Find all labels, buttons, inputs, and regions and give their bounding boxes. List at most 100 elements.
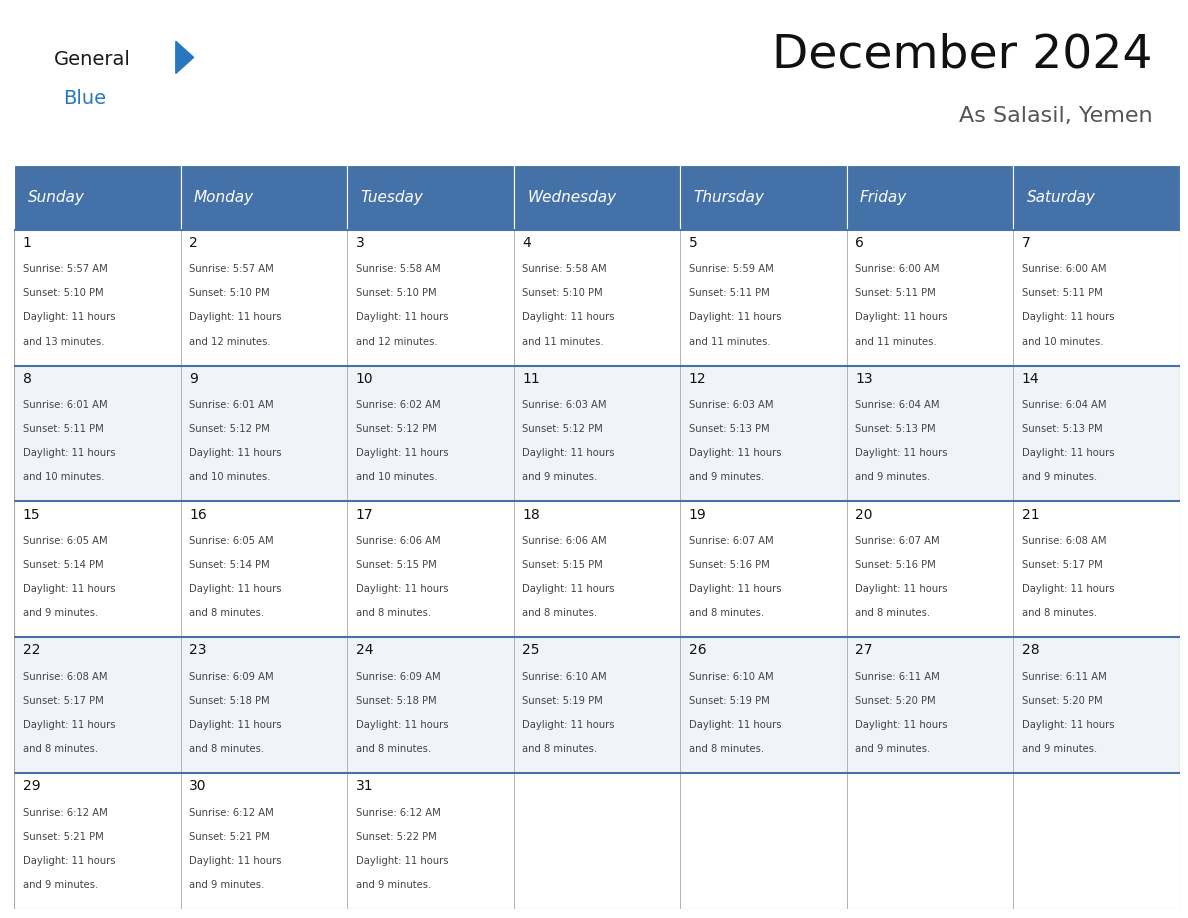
Bar <box>181 365 347 501</box>
Bar <box>14 230 181 365</box>
Bar <box>14 365 181 501</box>
Bar <box>181 637 347 773</box>
Text: Daylight: 11 hours: Daylight: 11 hours <box>522 312 614 322</box>
Text: and 10 minutes.: and 10 minutes. <box>23 473 105 482</box>
Text: 31: 31 <box>355 779 373 793</box>
Text: Sunset: 5:10 PM: Sunset: 5:10 PM <box>23 288 103 298</box>
Text: Sunrise: 5:59 AM: Sunrise: 5:59 AM <box>689 264 773 274</box>
Text: Sunset: 5:12 PM: Sunset: 5:12 PM <box>189 424 270 434</box>
Text: Daylight: 11 hours: Daylight: 11 hours <box>1022 720 1114 730</box>
Text: 2: 2 <box>189 236 198 250</box>
Text: Sunrise: 6:06 AM: Sunrise: 6:06 AM <box>355 536 441 546</box>
Bar <box>847 230 1013 365</box>
Bar <box>1013 365 1180 501</box>
Polygon shape <box>176 41 194 73</box>
Text: and 8 minutes.: and 8 minutes. <box>689 744 764 754</box>
Bar <box>847 165 1013 230</box>
Bar <box>347 637 513 773</box>
Text: Sunrise: 6:06 AM: Sunrise: 6:06 AM <box>522 536 607 546</box>
Text: and 8 minutes.: and 8 minutes. <box>355 744 431 754</box>
Text: Sunset: 5:10 PM: Sunset: 5:10 PM <box>189 288 270 298</box>
Text: 20: 20 <box>855 508 872 521</box>
Text: and 11 minutes.: and 11 minutes. <box>855 337 936 346</box>
Text: Sunset: 5:14 PM: Sunset: 5:14 PM <box>23 560 103 570</box>
Text: 21: 21 <box>1022 508 1040 521</box>
Text: Sunrise: 6:05 AM: Sunrise: 6:05 AM <box>23 536 107 546</box>
Text: Sunset: 5:13 PM: Sunset: 5:13 PM <box>1022 424 1102 434</box>
Text: and 13 minutes.: and 13 minutes. <box>23 337 105 346</box>
Text: Sunset: 5:11 PM: Sunset: 5:11 PM <box>855 288 936 298</box>
Text: 16: 16 <box>189 508 207 521</box>
Text: and 12 minutes.: and 12 minutes. <box>189 337 271 346</box>
Bar <box>14 637 181 773</box>
Text: Daylight: 11 hours: Daylight: 11 hours <box>1022 312 1114 322</box>
Text: General: General <box>53 50 131 70</box>
Text: and 9 minutes.: and 9 minutes. <box>189 879 264 890</box>
Text: Blue: Blue <box>63 89 106 108</box>
Bar <box>181 165 347 230</box>
Text: Saturday: Saturday <box>1026 190 1095 205</box>
Text: and 10 minutes.: and 10 minutes. <box>1022 337 1102 346</box>
Text: and 11 minutes.: and 11 minutes. <box>689 337 770 346</box>
Text: and 9 minutes.: and 9 minutes. <box>855 744 930 754</box>
Text: Sunrise: 6:11 AM: Sunrise: 6:11 AM <box>1022 672 1106 682</box>
Text: and 8 minutes.: and 8 minutes. <box>1022 608 1097 618</box>
Bar <box>181 773 347 909</box>
Text: and 8 minutes.: and 8 minutes. <box>522 608 598 618</box>
Text: 17: 17 <box>355 508 373 521</box>
Text: Daylight: 11 hours: Daylight: 11 hours <box>189 856 282 866</box>
Bar <box>681 501 847 637</box>
Text: and 8 minutes.: and 8 minutes. <box>189 744 264 754</box>
Text: Sunrise: 6:12 AM: Sunrise: 6:12 AM <box>355 808 441 818</box>
Text: Sunrise: 6:08 AM: Sunrise: 6:08 AM <box>23 672 107 682</box>
Bar <box>681 365 847 501</box>
Text: Daylight: 11 hours: Daylight: 11 hours <box>855 584 948 594</box>
Text: 30: 30 <box>189 779 207 793</box>
Bar <box>347 501 513 637</box>
Text: Sunset: 5:21 PM: Sunset: 5:21 PM <box>23 832 103 842</box>
Text: Daylight: 11 hours: Daylight: 11 hours <box>23 720 115 730</box>
Text: Daylight: 11 hours: Daylight: 11 hours <box>23 584 115 594</box>
Text: and 9 minutes.: and 9 minutes. <box>355 879 431 890</box>
Text: Sunset: 5:22 PM: Sunset: 5:22 PM <box>355 832 436 842</box>
Bar <box>14 501 181 637</box>
Text: and 11 minutes.: and 11 minutes. <box>522 337 604 346</box>
Bar <box>681 230 847 365</box>
Bar <box>14 773 181 909</box>
Text: Sunrise: 6:10 AM: Sunrise: 6:10 AM <box>522 672 607 682</box>
Bar <box>847 773 1013 909</box>
Bar <box>681 165 847 230</box>
Text: 22: 22 <box>23 644 40 657</box>
Text: Sunrise: 6:04 AM: Sunrise: 6:04 AM <box>855 400 940 410</box>
Text: 6: 6 <box>855 236 864 250</box>
Text: Sunset: 5:12 PM: Sunset: 5:12 PM <box>522 424 602 434</box>
Text: Daylight: 11 hours: Daylight: 11 hours <box>1022 448 1114 458</box>
Text: Daylight: 11 hours: Daylight: 11 hours <box>855 312 948 322</box>
Text: Daylight: 11 hours: Daylight: 11 hours <box>689 448 781 458</box>
Text: 29: 29 <box>23 779 40 793</box>
Bar <box>347 365 513 501</box>
Text: Daylight: 11 hours: Daylight: 11 hours <box>189 448 282 458</box>
Text: Sunrise: 6:07 AM: Sunrise: 6:07 AM <box>689 536 773 546</box>
Text: Daylight: 11 hours: Daylight: 11 hours <box>23 312 115 322</box>
Text: Sunset: 5:15 PM: Sunset: 5:15 PM <box>355 560 436 570</box>
Text: Daylight: 11 hours: Daylight: 11 hours <box>23 448 115 458</box>
Text: Daylight: 11 hours: Daylight: 11 hours <box>189 720 282 730</box>
Bar <box>681 773 847 909</box>
Text: 23: 23 <box>189 644 207 657</box>
Text: Daylight: 11 hours: Daylight: 11 hours <box>1022 584 1114 594</box>
Bar <box>181 501 347 637</box>
Text: Sunrise: 6:04 AM: Sunrise: 6:04 AM <box>1022 400 1106 410</box>
Text: 10: 10 <box>355 372 373 386</box>
Text: 11: 11 <box>522 372 539 386</box>
Text: Sunrise: 6:03 AM: Sunrise: 6:03 AM <box>689 400 773 410</box>
Text: Sunset: 5:13 PM: Sunset: 5:13 PM <box>689 424 769 434</box>
Text: and 10 minutes.: and 10 minutes. <box>189 473 271 482</box>
Text: 28: 28 <box>1022 644 1040 657</box>
Text: Sunset: 5:19 PM: Sunset: 5:19 PM <box>689 696 770 706</box>
Text: Sunset: 5:11 PM: Sunset: 5:11 PM <box>1022 288 1102 298</box>
Text: December 2024: December 2024 <box>772 32 1152 77</box>
Bar <box>513 165 681 230</box>
Text: Sunset: 5:14 PM: Sunset: 5:14 PM <box>189 560 270 570</box>
Text: and 8 minutes.: and 8 minutes. <box>522 744 598 754</box>
